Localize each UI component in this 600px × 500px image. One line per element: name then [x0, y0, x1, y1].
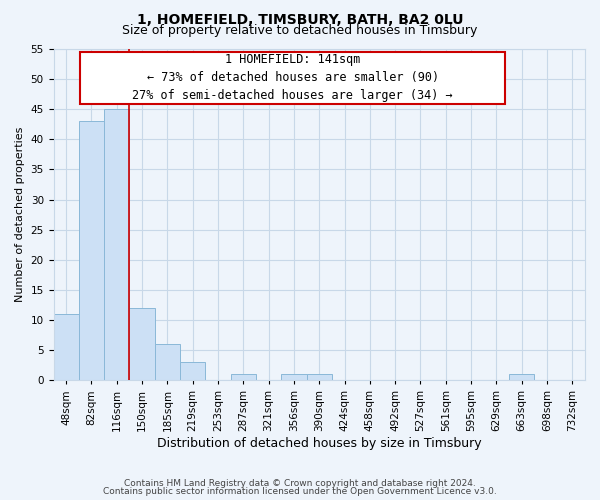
Text: 1, HOMEFIELD, TIMSBURY, BATH, BA2 0LU: 1, HOMEFIELD, TIMSBURY, BATH, BA2 0LU: [137, 12, 463, 26]
Bar: [230, 374, 256, 380]
X-axis label: Distribution of detached houses by size in Timsbury: Distribution of detached houses by size …: [157, 437, 482, 450]
Bar: [180, 362, 205, 380]
Bar: [79, 122, 104, 380]
Bar: [104, 109, 130, 380]
Bar: [53, 314, 79, 380]
Bar: [281, 374, 307, 380]
FancyBboxPatch shape: [80, 52, 505, 104]
Text: 1 HOMEFIELD: 141sqm
← 73% of detached houses are smaller (90)
27% of semi-detach: 1 HOMEFIELD: 141sqm ← 73% of detached ho…: [133, 54, 453, 102]
Y-axis label: Number of detached properties: Number of detached properties: [15, 127, 25, 302]
Text: Contains public sector information licensed under the Open Government Licence v3: Contains public sector information licen…: [103, 487, 497, 496]
Bar: [307, 374, 332, 380]
Text: Contains HM Land Registry data © Crown copyright and database right 2024.: Contains HM Land Registry data © Crown c…: [124, 478, 476, 488]
Text: Size of property relative to detached houses in Timsbury: Size of property relative to detached ho…: [122, 24, 478, 37]
Bar: [130, 308, 155, 380]
Bar: [155, 344, 180, 381]
Bar: [509, 374, 535, 380]
